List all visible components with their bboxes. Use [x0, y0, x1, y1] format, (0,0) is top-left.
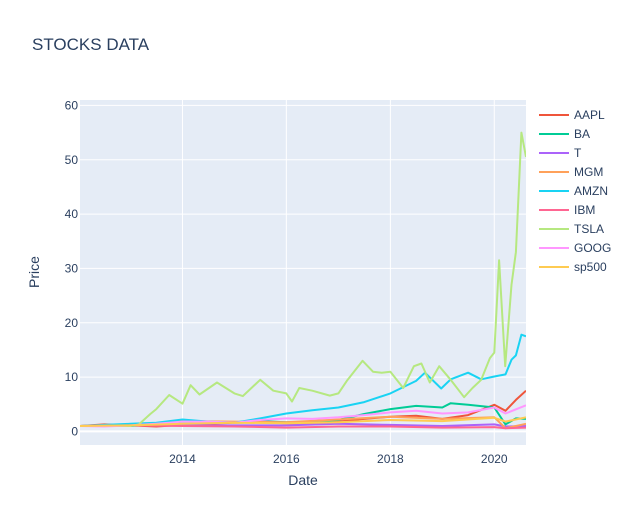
x-tick-label: 2020	[481, 452, 508, 466]
legend-label: T	[574, 146, 582, 160]
series-line-amzn	[80, 333, 526, 427]
legend-item-mgm[interactable]: MGM	[539, 165, 603, 179]
y-axis-label: Price	[26, 256, 42, 288]
legend-label: MGM	[574, 165, 603, 179]
x-tick-label: 2014	[169, 452, 196, 466]
plot-area	[80, 100, 526, 445]
legend-item-tsla[interactable]: TSLA	[539, 222, 604, 236]
series-line-tsla	[80, 131, 526, 427]
chart-title: STOCKS DATA	[32, 35, 150, 54]
legend-item-ba[interactable]: BA	[539, 127, 590, 141]
legend-item-ibm[interactable]: IBM	[539, 203, 595, 217]
y-tick-label: 0	[71, 424, 78, 438]
legend-item-aapl[interactable]: AAPL	[539, 108, 605, 122]
legend-label: TSLA	[574, 222, 604, 236]
series-line-ibm	[80, 424, 526, 430]
y-tick-label: 40	[65, 207, 79, 221]
y-axis-ticks: 0 10 20 30 40 50 60	[65, 98, 79, 438]
legend: AAPL BA T MGM AMZN IBM TSLA GOOG sp500	[539, 108, 611, 274]
legend-label: AMZN	[574, 184, 608, 198]
y-tick-label: 10	[65, 370, 79, 384]
legend-label: GOOG	[574, 241, 611, 255]
legend-label: AAPL	[574, 108, 605, 122]
x-axis-label: Date	[288, 472, 318, 488]
x-tick-label: 2018	[377, 452, 404, 466]
series-line-sp500	[80, 416, 526, 427]
y-tick-label: 50	[65, 153, 79, 167]
x-tick-label: 2016	[273, 452, 300, 466]
legend-label: IBM	[574, 203, 595, 217]
legend-item-t[interactable]: T	[539, 146, 582, 160]
gridlines	[80, 100, 526, 445]
y-tick-label: 20	[65, 316, 79, 330]
legend-item-amzn[interactable]: AMZN	[539, 184, 608, 198]
legend-label: sp500	[574, 260, 607, 274]
legend-item-goog[interactable]: GOOG	[539, 241, 611, 255]
y-tick-label: 60	[65, 98, 79, 112]
legend-label: BA	[574, 127, 590, 141]
x-axis-ticks: 2014 2016 2018 2020	[169, 452, 508, 466]
legend-item-sp500[interactable]: sp500	[539, 260, 607, 274]
y-tick-label: 30	[65, 261, 79, 275]
